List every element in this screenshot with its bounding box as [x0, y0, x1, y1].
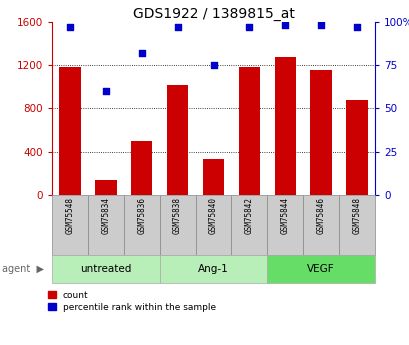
Text: GSM75846: GSM75846: [316, 197, 325, 234]
Bar: [88, 195, 124, 255]
Point: [138, 50, 145, 56]
Point: [210, 62, 216, 68]
Point: [174, 24, 180, 30]
Bar: [130, 141, 152, 195]
Bar: [303, 195, 338, 255]
Text: GSM75848: GSM75848: [352, 197, 361, 234]
Text: untreated: untreated: [80, 264, 131, 274]
Bar: [346, 100, 367, 195]
Bar: [310, 70, 331, 195]
Point: [281, 23, 288, 28]
Bar: [202, 159, 224, 195]
Bar: [267, 195, 303, 255]
Bar: [124, 195, 159, 255]
Bar: [231, 195, 267, 255]
Text: agent  ▶: agent ▶: [2, 264, 44, 274]
Bar: [238, 67, 260, 195]
Bar: [166, 85, 188, 195]
Bar: [95, 180, 116, 195]
Point: [102, 88, 109, 94]
Title: GDS1922 / 1389815_at: GDS1922 / 1389815_at: [132, 7, 294, 21]
Point: [67, 24, 73, 30]
Text: GSM75842: GSM75842: [244, 197, 253, 234]
Text: Ang-1: Ang-1: [198, 264, 228, 274]
Bar: [338, 195, 374, 255]
Legend: count, percentile rank within the sample: count, percentile rank within the sample: [48, 291, 216, 312]
Bar: [159, 195, 195, 255]
Point: [317, 23, 324, 28]
Bar: [267, 255, 374, 283]
Text: VEGF: VEGF: [307, 264, 334, 274]
Text: GSM75840: GSM75840: [209, 197, 218, 234]
Point: [353, 24, 360, 30]
Text: GSM75844: GSM75844: [280, 197, 289, 234]
Bar: [274, 57, 295, 195]
Text: GSM75834: GSM75834: [101, 197, 110, 234]
Bar: [159, 255, 267, 283]
Text: GSM75548: GSM75548: [65, 197, 74, 234]
Bar: [195, 195, 231, 255]
Bar: [59, 67, 81, 195]
Bar: [52, 195, 88, 255]
Bar: [52, 255, 159, 283]
Point: [245, 24, 252, 30]
Text: GSM75836: GSM75836: [137, 197, 146, 234]
Text: GSM75838: GSM75838: [173, 197, 182, 234]
